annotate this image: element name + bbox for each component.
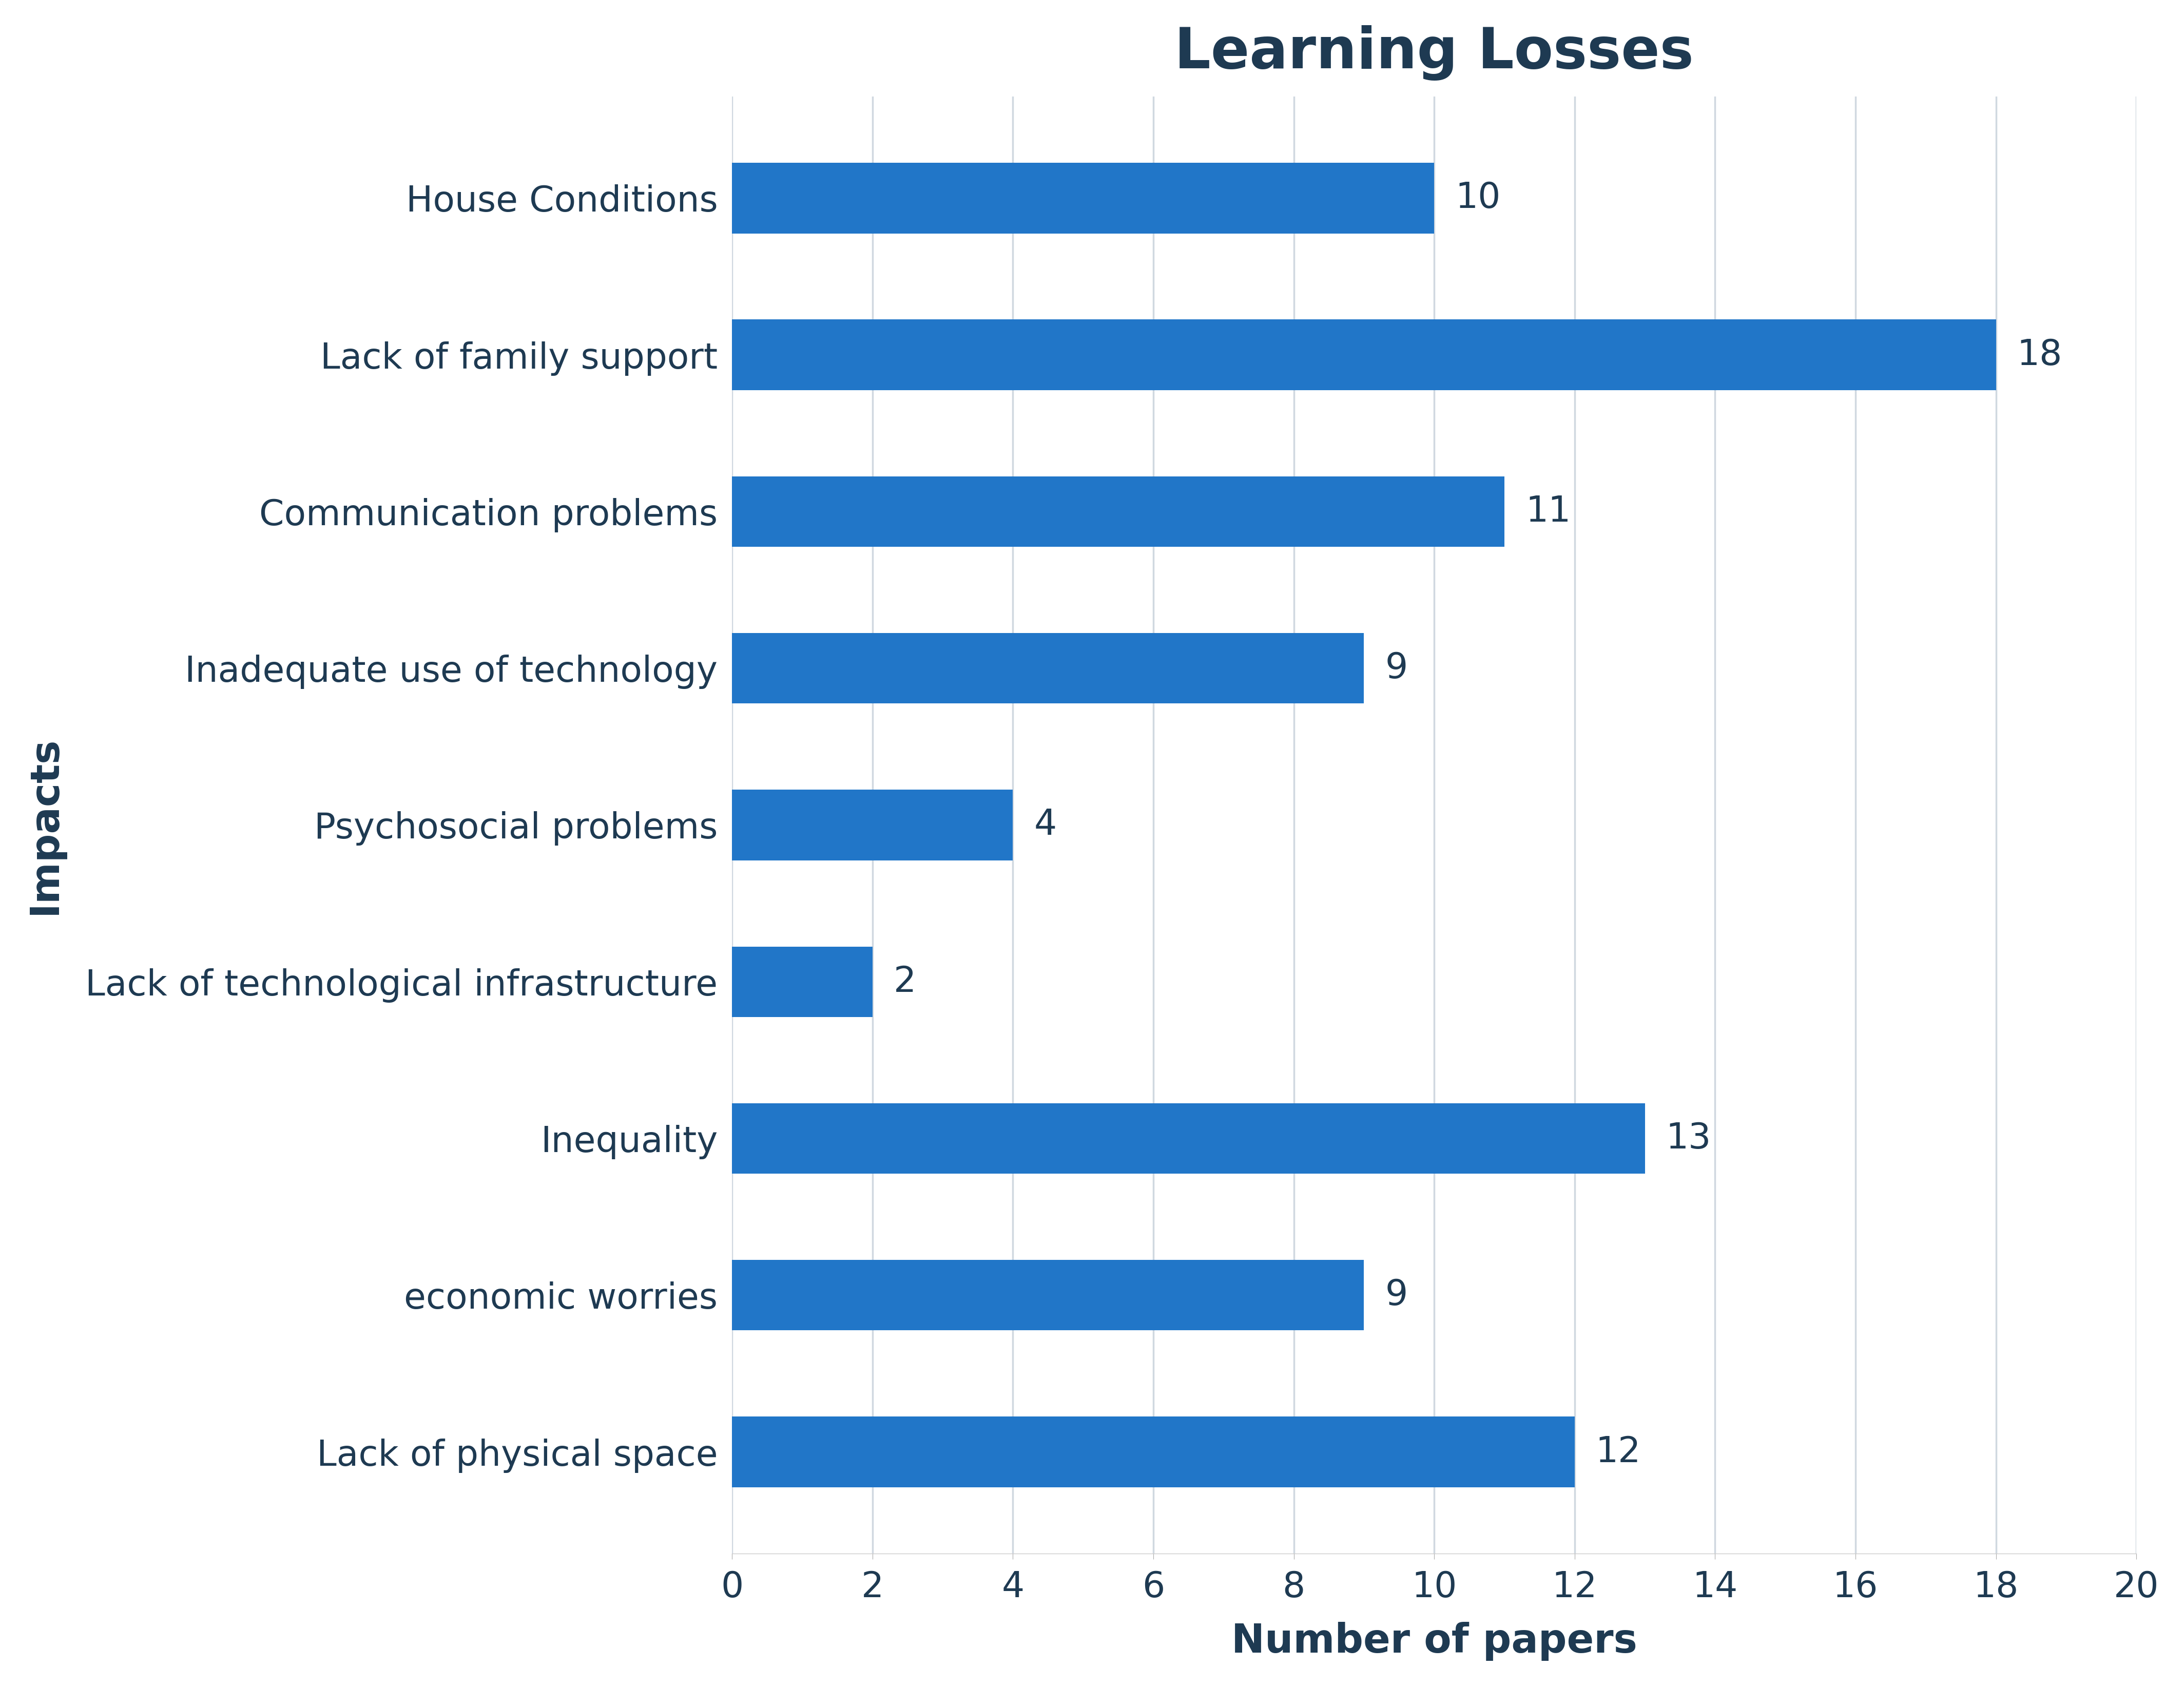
Bar [732, 475, 1505, 546]
Text: 11: 11 [1524, 494, 1570, 529]
X-axis label: Number of papers: Number of papers [1232, 1622, 1638, 1661]
Bar [732, 1416, 1575, 1487]
Text: 2: 2 [893, 964, 917, 998]
Text: 10: 10 [1455, 180, 1500, 216]
Bar [732, 632, 1365, 703]
Text: 18: 18 [2018, 337, 2062, 373]
Bar [732, 946, 871, 1017]
Bar [732, 1103, 1645, 1173]
Text: 9: 9 [1385, 651, 1409, 686]
Bar [732, 320, 1996, 389]
Y-axis label: Impacts: Impacts [24, 735, 63, 914]
Bar [732, 1259, 1365, 1330]
Title: Learning Losses: Learning Losses [1175, 25, 1695, 81]
Text: 12: 12 [1597, 1435, 1640, 1469]
Text: 4: 4 [1033, 808, 1057, 843]
Bar [732, 789, 1013, 860]
Text: 13: 13 [1666, 1121, 1712, 1155]
Text: 9: 9 [1385, 1278, 1409, 1312]
Bar [732, 164, 1435, 233]
